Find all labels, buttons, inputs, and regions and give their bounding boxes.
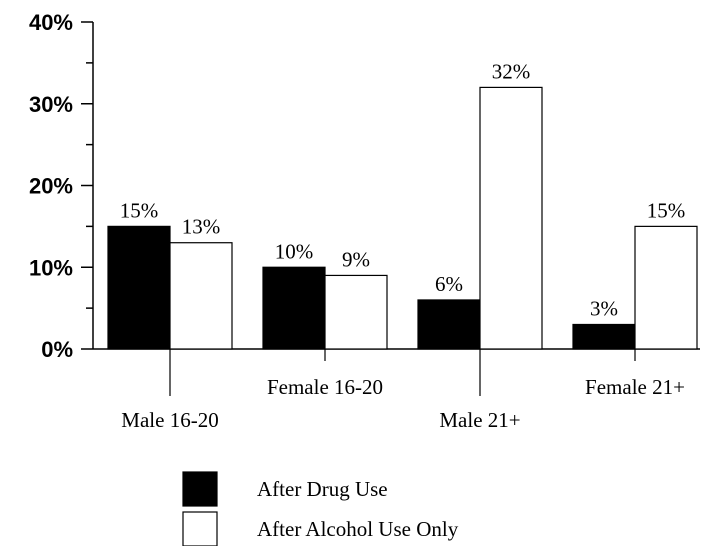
bar-value-label: 3%: [590, 296, 618, 320]
bar-drug-use: [262, 266, 326, 350]
bar-value-label: 9%: [342, 247, 370, 271]
bars: [107, 86, 698, 350]
legend: After Drug Use After Alcohol Use Only: [182, 471, 459, 546]
legend-label: After Alcohol Use Only: [257, 517, 459, 541]
y-tick-label: 40%: [29, 10, 73, 35]
y-tick-label: 0%: [41, 337, 73, 362]
x-category-label: Female 16-20: [267, 375, 383, 399]
legend-swatch: [182, 471, 218, 507]
y-tick-label: 30%: [29, 92, 73, 117]
y-axis: 0% 10% 20% 30% 40%: [29, 10, 94, 362]
bar-alcohol-use-only: [479, 86, 543, 350]
bar-drug-use: [417, 299, 481, 350]
value-labels: 15% 13% 10% 9% 6% 32% 3% 15%: [120, 59, 686, 320]
bar-drug-use: [572, 323, 636, 350]
category-labels: Male 16-20 Female 16-20 Male 21+ Female 21+: [121, 375, 685, 432]
bar-alcohol-use-only: [169, 242, 233, 350]
bar-value-label: 15%: [647, 198, 686, 222]
bar-value-label: 6%: [435, 272, 463, 296]
bar-alcohol-use-only: [324, 274, 388, 350]
legend-label: After Drug Use: [257, 477, 388, 501]
bar-value-label: 10%: [275, 239, 314, 263]
x-category-label: Male 16-20: [121, 408, 218, 432]
y-tick-label: 10%: [29, 255, 73, 280]
bar-alcohol-use-only: [634, 225, 698, 350]
bar-value-label: 32%: [492, 59, 531, 83]
bar-value-label: 13%: [182, 215, 221, 239]
legend-swatch: [182, 511, 218, 546]
x-category-label: Female 21+: [585, 375, 685, 399]
bar-value-label: 15%: [120, 198, 159, 222]
y-tick-label: 20%: [29, 174, 73, 199]
bar-drug-use: [107, 225, 171, 350]
x-category-label: Male 21+: [439, 408, 520, 432]
